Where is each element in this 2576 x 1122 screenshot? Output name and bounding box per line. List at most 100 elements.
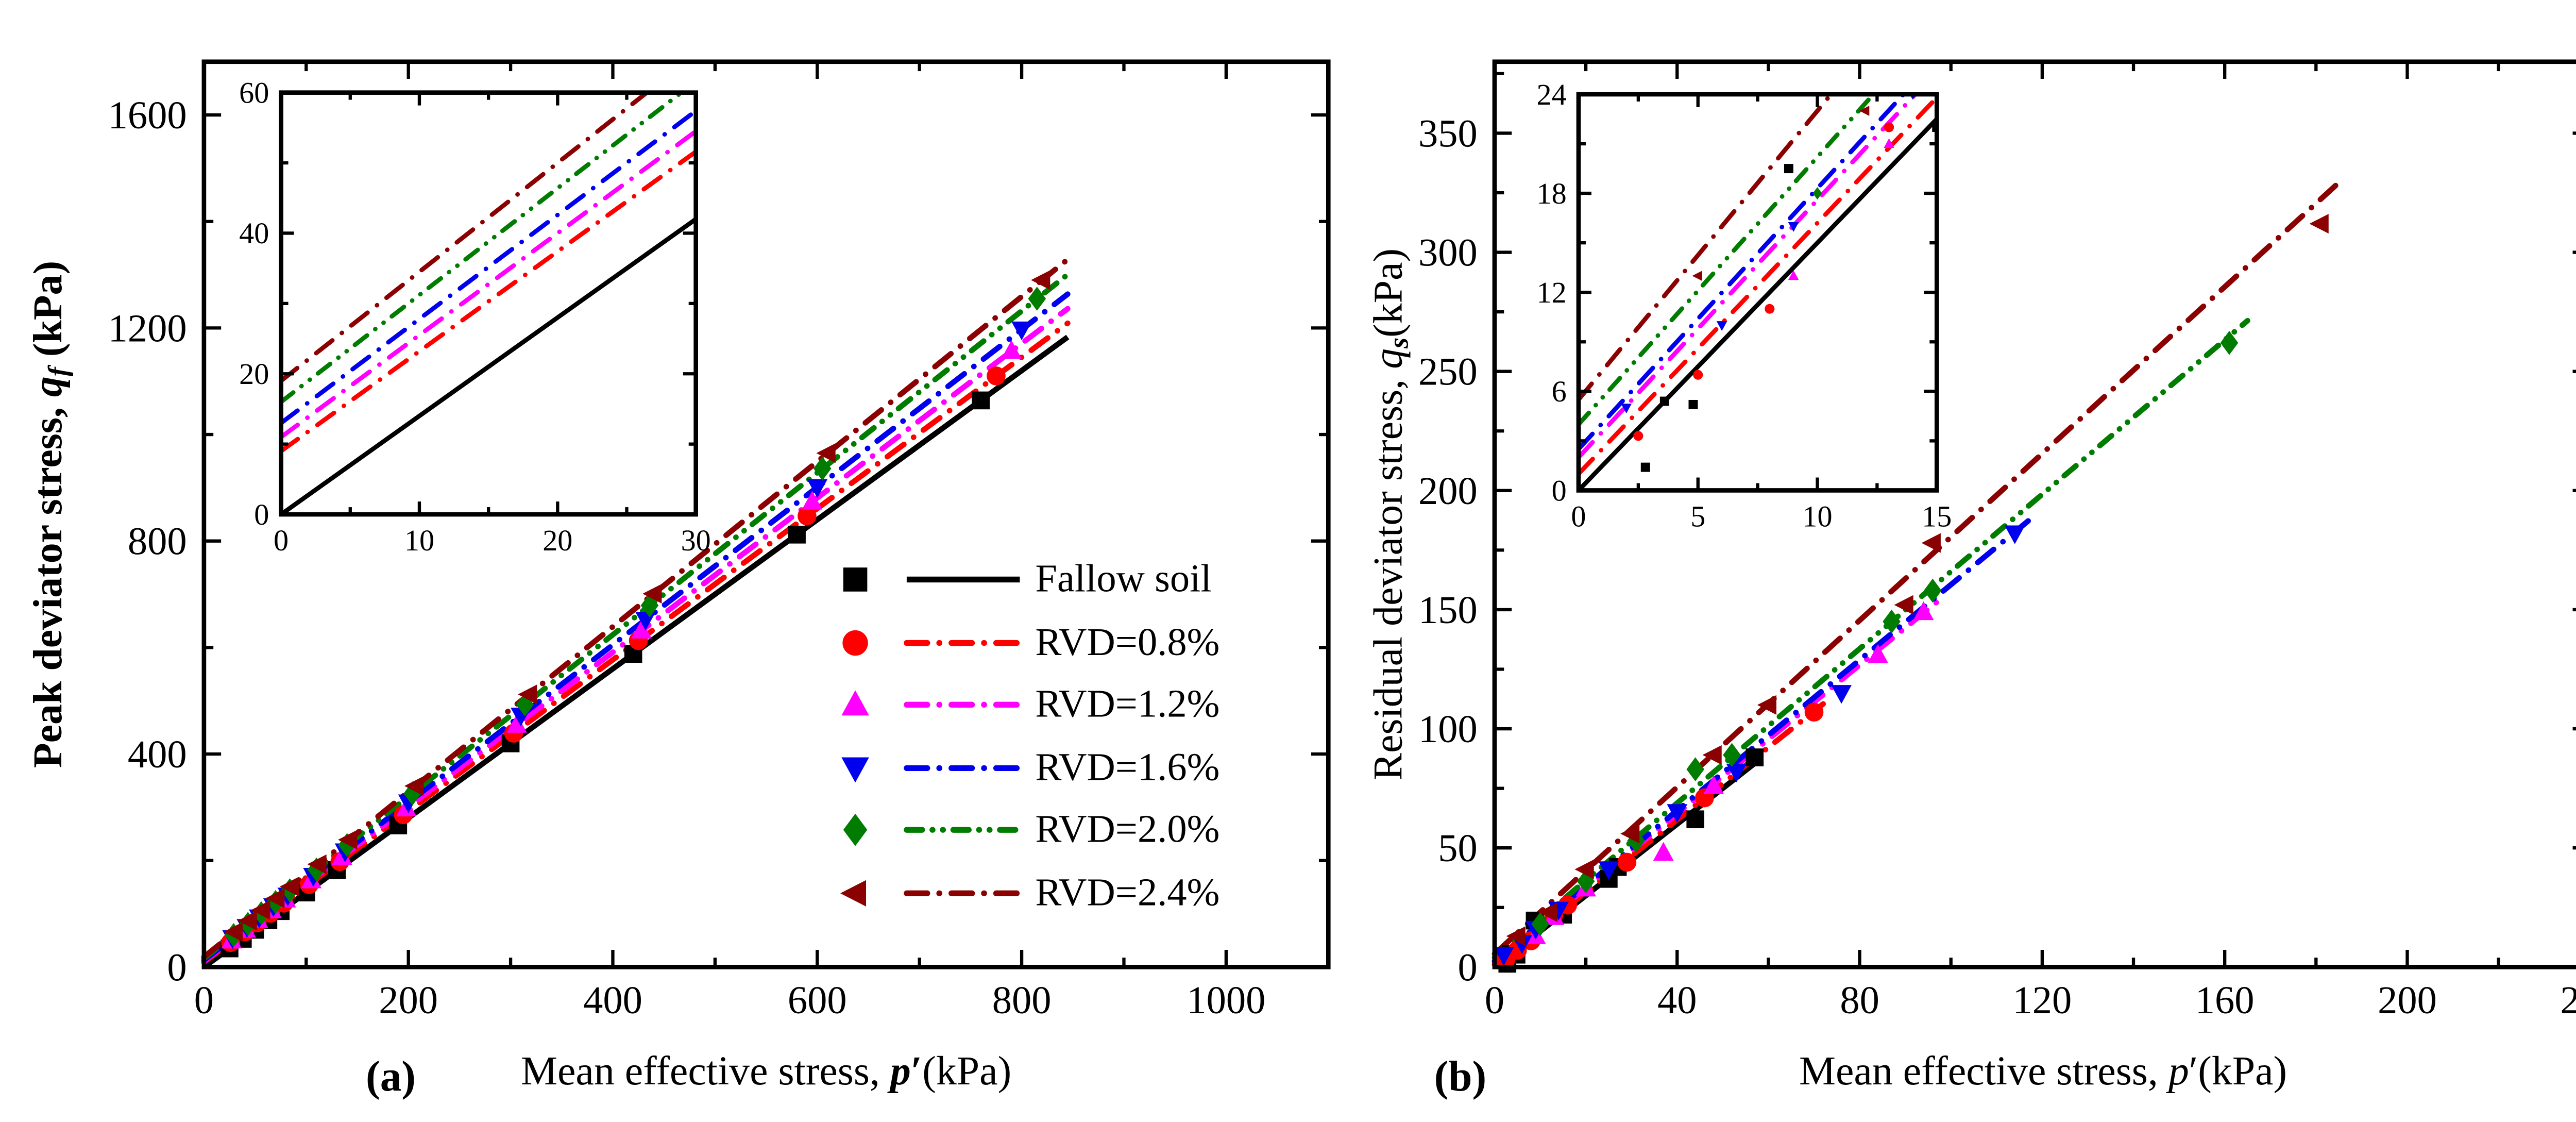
svg-text:40: 40 (1657, 978, 1697, 1022)
svg-text:1000: 1000 (1187, 978, 1265, 1022)
axis-title-segment: Residual deviator stress, (1367, 369, 1412, 781)
svg-text:300: 300 (1418, 231, 1478, 275)
data-point-RVD=1.6% (2004, 525, 2025, 544)
svg-text:160: 160 (2195, 978, 2255, 1022)
data-point-RVD=2.0% (1723, 743, 1741, 767)
data-point-RVD=1.6% (1621, 404, 1632, 414)
svg-text:15: 15 (1922, 499, 1952, 533)
data-point-RVD=2.0% (1686, 757, 1705, 782)
svg-text:200: 200 (2378, 978, 2437, 1022)
svg-text:200: 200 (379, 978, 438, 1022)
data-point-Fallow soil (788, 526, 806, 544)
axis-title-segment: (kPa) (1367, 248, 1412, 338)
data-point-RVD=2.4% (265, 888, 285, 909)
data-point-RVD=2.4% (238, 911, 257, 931)
legend-line-icon (904, 702, 1023, 708)
axis-tick-labels: 0 10 20 30 0 20 40 60 (239, 76, 711, 557)
legend-item-label: RVD=2.4% (1035, 870, 1220, 914)
data-point-RVD=0.8% (1633, 431, 1643, 441)
svg-text:120: 120 (2013, 978, 2072, 1022)
data-point-RVD=1.2% (1788, 270, 1799, 280)
legend-item: RVD=1.6% (833, 736, 1219, 799)
legend-marker-RVD=1.6% (841, 757, 869, 782)
axis-ticks (1577, 92, 1939, 492)
svg-text:400: 400 (583, 978, 642, 1022)
data-point-RVD=2.4% (223, 922, 243, 942)
legend-item: RVD=1.2% (833, 674, 1220, 736)
data-point-RVD=2.4% (1921, 533, 1941, 553)
inset-a: 0 10 20 30 0 20 40 60 (239, 76, 711, 557)
data-point-RVD=1.6% (1667, 804, 1688, 823)
data-point-RVD=1.2% (1001, 340, 1022, 359)
svg-text:0: 0 (1552, 474, 1567, 507)
data-point-RVD=1.6% (1716, 321, 1727, 331)
legend-item: RVD=2.4% (833, 862, 1220, 924)
svg-text:24: 24 (1536, 78, 1566, 111)
fit-line-RVD=0.8% (1492, 701, 1826, 968)
data-point-RVD=1.2% (1913, 601, 1934, 621)
legend-line-icon (904, 764, 1023, 771)
axis-tick-labels: 0 5 10 15 0 6 12 18 24 (1536, 78, 1952, 533)
legend: Fallow soil RVD=0.8% RVD=1.2% RVD=1.6% RVD=2… (833, 549, 1220, 925)
axis-title-segment: ′ (2189, 1050, 2198, 1095)
data-point-RVD=1.2% (1868, 644, 1888, 663)
svg-text:100: 100 (1418, 707, 1478, 751)
legend-marker-RVD=0.8% (842, 630, 868, 656)
svg-text:80: 80 (1840, 978, 1879, 1022)
data-point-RVD=1.6% (1726, 763, 1747, 783)
fit-line-RVD=2.4% (1492, 175, 2346, 957)
svg-text:0: 0 (194, 978, 214, 1022)
data-point-Fallow soil (1688, 399, 1698, 409)
data-point-RVD=1.2% (802, 491, 823, 510)
panel-b-tag: (b) (1434, 1054, 1487, 1101)
data-point-RVD=2.0% (2220, 330, 2239, 355)
data-point-RVD=2.0% (1883, 609, 1901, 634)
legend-item-label: RVD=1.2% (1035, 682, 1220, 726)
svg-text:60: 60 (239, 76, 269, 109)
legend-item-label: RVD=2.0% (1035, 808, 1220, 851)
data-point-RVD=2.4% (1538, 902, 1557, 923)
legend-marker-icon (840, 879, 867, 907)
data-point-RVD=1.6% (807, 479, 828, 498)
axis-title-segment: (kPa) (2198, 1050, 2287, 1095)
legend-marker-icon (843, 814, 868, 847)
axis-ticks (1493, 61, 2576, 969)
legend-marker-icon (841, 691, 869, 716)
axis-title-segment: (kPa) (922, 1050, 1012, 1095)
svg-text:0: 0 (1485, 978, 1504, 1022)
fit-line-RVD=0.8% (1578, 94, 1937, 476)
fit-line-RVD=2.0% (1492, 317, 2250, 961)
svg-text:240: 240 (2560, 978, 2576, 1022)
axis-title-segment: p (2168, 1050, 2189, 1095)
series-markers (1493, 214, 2329, 973)
data-point-RVD=0.8% (1617, 852, 1637, 872)
legend-marker-RVD=2.4% (840, 879, 867, 907)
panel-a-tag: (a) (366, 1054, 416, 1101)
data-point-RVD=2.4% (2309, 214, 2329, 234)
panel-b: 0408012016020024005010015020025030035005… (1418, 59, 2576, 1022)
panel-a-y-axis-title: Peak deviator stress, qf (kPa) (27, 261, 76, 768)
svg-text:1200: 1200 (108, 306, 187, 350)
legend-line-icon (904, 827, 1023, 833)
legend-marker-icon (842, 630, 868, 656)
svg-text:6: 6 (1552, 375, 1567, 408)
data-point-RVD=1.6% (1598, 861, 1619, 880)
data-point-RVD=2.4% (642, 583, 662, 604)
data-point-Fallow soil (1640, 462, 1650, 472)
svg-text:18: 18 (1536, 177, 1566, 210)
data-point-Fallow soil (1932, 123, 1937, 132)
legend-line-icon (904, 890, 1023, 896)
svg-text:5: 5 (1690, 499, 1705, 533)
data-point-RVD=2.4% (1859, 106, 1870, 116)
data-point-Fallow soil (1686, 810, 1705, 829)
svg-text:12: 12 (1536, 276, 1566, 309)
data-point-RVD=2.4% (1894, 595, 1913, 615)
legend-line-icon (906, 577, 1020, 583)
data-point-RVD=2.4% (816, 443, 836, 463)
data-point-RVD=2.4% (1574, 859, 1594, 879)
legend-marker-RVD=2.0% (843, 814, 868, 847)
data-point-RVD=1.2% (506, 714, 527, 733)
svg-text:10: 10 (404, 524, 434, 557)
